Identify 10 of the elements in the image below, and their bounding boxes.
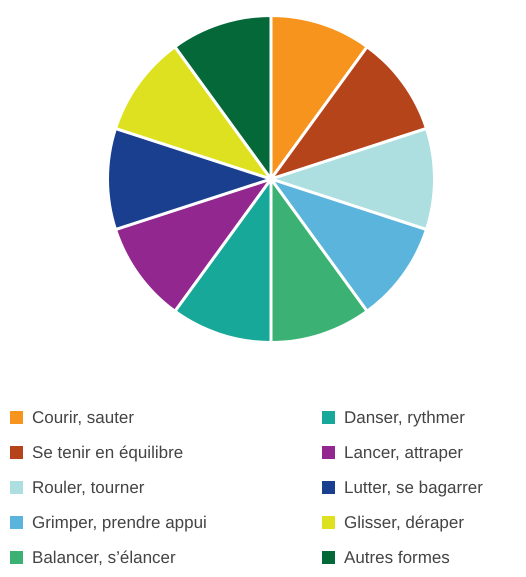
legend-label: Glisser, déraper bbox=[344, 512, 464, 532]
legend-label: Danser, rythmer bbox=[344, 408, 465, 428]
legend-label: Lutter, se bagarrer bbox=[344, 478, 483, 498]
legend-label: Lancer, attraper bbox=[344, 442, 464, 462]
legend-label: Autres formes bbox=[344, 548, 450, 568]
legend-label: Balancer, s’élancer bbox=[32, 548, 176, 568]
legend-label: Courir, sauter bbox=[32, 408, 134, 428]
legend-label: Grimper, prendre appui bbox=[32, 512, 207, 532]
legend-label: Rouler, tourner bbox=[32, 478, 144, 498]
legend-label: Se tenir en équilibre bbox=[32, 442, 184, 462]
